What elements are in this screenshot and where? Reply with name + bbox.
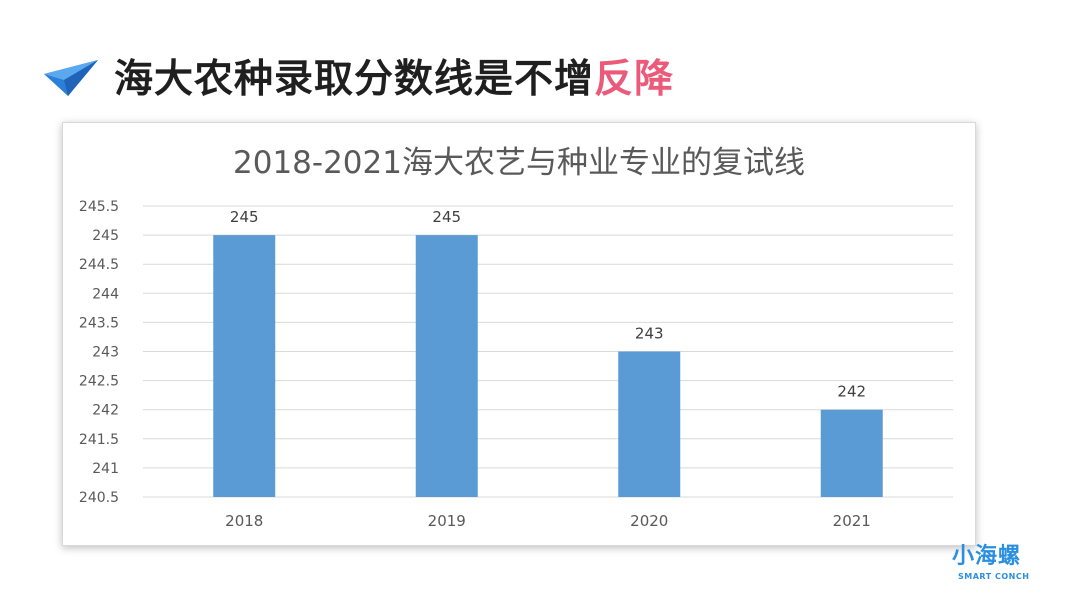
y-tick-label: 241.5 [79, 432, 119, 448]
bar [415, 235, 478, 497]
y-tick-label: 240.5 [79, 490, 119, 506]
y-tick-label: 244 [92, 286, 119, 302]
data-label: 242 [837, 383, 866, 401]
paper-plane-icon [44, 60, 98, 96]
y-tick-label: 243 [92, 345, 119, 361]
slide-heading: 海大农种录取分数线是不增反降 [42, 46, 674, 106]
y-tick-label: 243.5 [79, 315, 119, 331]
chart-title: 2018-2021海大农艺与种业专业的复试线 [233, 145, 805, 181]
bar [820, 409, 883, 497]
y-tick-label: 244.5 [79, 257, 119, 273]
data-label: 245 [230, 208, 259, 226]
x-tick-label: 2021 [833, 512, 871, 530]
brand-logo: 小海螺 SMART CONCH [952, 544, 1042, 590]
bar [618, 351, 681, 497]
data-label: 245 [432, 208, 461, 226]
data-label: 243 [635, 325, 664, 343]
bar [213, 235, 276, 497]
y-tick-label: 245.5 [79, 199, 119, 215]
heading-title: 海大农种录取分数线是不增反降 [114, 48, 674, 104]
logo-subtitle: SMART CONCH [958, 572, 1030, 581]
x-tick-label: 2020 [630, 512, 668, 530]
x-tick-label: 2019 [428, 512, 466, 530]
logo-mark: 小海螺 [952, 544, 1022, 569]
y-tick-label: 241 [92, 461, 119, 477]
y-tick-label: 245 [92, 228, 119, 244]
y-tick-label: 242 [92, 403, 119, 419]
x-tick-label: 2018 [225, 512, 263, 530]
heading-accent-text: 反降 [594, 57, 675, 102]
bar-chart: 240.5 241 241.5 242 242.5 243 243.5 244 244.5 245… [79, 199, 953, 530]
chart-panel: 2018-2021海大农艺与种业专业的复试线 240.5 241 241.5 242 2… [62, 122, 976, 546]
y-tick-label: 242.5 [79, 374, 119, 390]
heading-main-text: 海大农种录取分数线是不增 [114, 57, 595, 102]
